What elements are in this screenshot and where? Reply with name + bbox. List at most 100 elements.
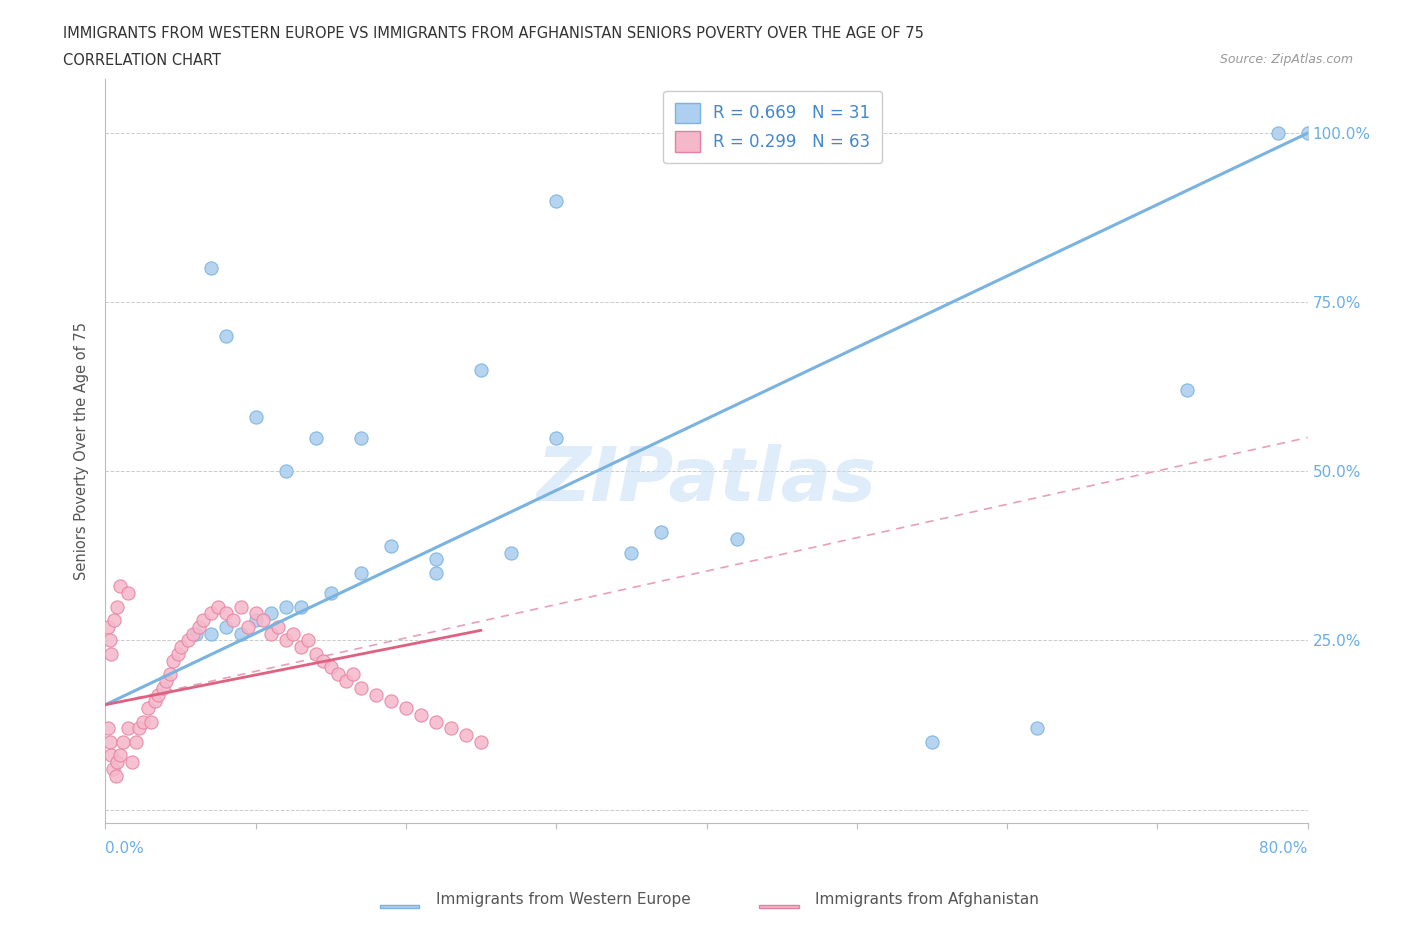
Point bbox=[274, 464, 297, 479]
Point bbox=[267, 619, 290, 634]
Point bbox=[187, 619, 209, 634]
Point bbox=[222, 613, 245, 628]
Point bbox=[238, 619, 260, 634]
Point bbox=[260, 606, 283, 621]
Text: 80.0%: 80.0% bbox=[1260, 841, 1308, 856]
Point bbox=[312, 653, 335, 668]
Point bbox=[181, 626, 204, 641]
Point bbox=[159, 667, 181, 682]
Point bbox=[117, 721, 139, 736]
Text: CORRELATION CHART: CORRELATION CHART bbox=[63, 53, 221, 68]
Point bbox=[97, 619, 120, 634]
Point bbox=[107, 599, 129, 614]
Point bbox=[117, 586, 139, 601]
Point bbox=[501, 545, 523, 560]
Point bbox=[1267, 126, 1289, 140]
Point bbox=[132, 714, 155, 729]
Point bbox=[725, 532, 748, 547]
Point bbox=[100, 748, 122, 763]
Point bbox=[155, 673, 177, 688]
Point bbox=[546, 430, 568, 445]
Point bbox=[350, 681, 373, 696]
Point bbox=[146, 687, 169, 702]
Point bbox=[319, 660, 342, 675]
Point bbox=[425, 565, 447, 580]
Point bbox=[128, 721, 150, 736]
Point bbox=[104, 768, 127, 783]
Point bbox=[229, 599, 252, 614]
Point bbox=[409, 708, 432, 723]
Text: IMMIGRANTS FROM WESTERN EUROPE VS IMMIGRANTS FROM AFGHANISTAN SENIORS POVERTY OV: IMMIGRANTS FROM WESTERN EUROPE VS IMMIGR… bbox=[63, 26, 924, 41]
Point bbox=[290, 599, 312, 614]
Point bbox=[350, 430, 373, 445]
Point bbox=[166, 646, 188, 661]
Point bbox=[98, 633, 121, 648]
Point bbox=[110, 748, 132, 763]
Bar bbox=[759, 905, 799, 908]
Point bbox=[440, 721, 463, 736]
Point bbox=[380, 538, 402, 553]
Point bbox=[214, 619, 236, 634]
Point bbox=[177, 633, 200, 648]
Point bbox=[290, 640, 312, 655]
Point bbox=[470, 735, 492, 750]
Point bbox=[1296, 126, 1319, 140]
Point bbox=[214, 328, 236, 343]
Point bbox=[395, 700, 418, 715]
Point bbox=[1175, 383, 1198, 398]
Point bbox=[260, 626, 283, 641]
Point bbox=[342, 667, 364, 682]
Point bbox=[139, 714, 162, 729]
Point bbox=[107, 755, 129, 770]
Text: ZIPatlas: ZIPatlas bbox=[537, 445, 876, 517]
Point bbox=[184, 626, 207, 641]
Point bbox=[110, 578, 132, 593]
Point bbox=[283, 626, 305, 641]
Point bbox=[425, 714, 447, 729]
Point bbox=[98, 735, 121, 750]
Legend: R = 0.669   N = 31, R = 0.299   N = 63: R = 0.669 N = 31, R = 0.299 N = 63 bbox=[664, 91, 882, 164]
Point bbox=[319, 586, 342, 601]
Point bbox=[103, 613, 125, 628]
Point bbox=[921, 735, 943, 750]
Point bbox=[191, 613, 214, 628]
Point bbox=[252, 613, 274, 628]
Point bbox=[200, 606, 222, 621]
Point bbox=[620, 545, 643, 560]
Point bbox=[245, 613, 267, 628]
Point bbox=[350, 565, 373, 580]
Point bbox=[121, 755, 143, 770]
Point bbox=[425, 551, 447, 566]
Text: Immigrants from Afghanistan: Immigrants from Afghanistan bbox=[815, 893, 1039, 908]
Point bbox=[245, 606, 267, 621]
Point bbox=[328, 667, 350, 682]
Point bbox=[200, 261, 222, 276]
Point bbox=[112, 735, 135, 750]
Point bbox=[143, 694, 166, 709]
Point bbox=[136, 700, 159, 715]
Point bbox=[274, 633, 297, 648]
Point bbox=[100, 646, 122, 661]
Point bbox=[335, 673, 357, 688]
Point bbox=[101, 762, 124, 777]
Point bbox=[364, 687, 387, 702]
Bar bbox=[380, 905, 419, 908]
Point bbox=[1026, 721, 1049, 736]
Point bbox=[274, 599, 297, 614]
Point bbox=[162, 653, 184, 668]
Point bbox=[214, 606, 236, 621]
Text: Immigrants from Western Europe: Immigrants from Western Europe bbox=[436, 893, 690, 908]
Point bbox=[245, 410, 267, 425]
Point bbox=[470, 363, 492, 378]
Point bbox=[169, 640, 191, 655]
Text: Source: ZipAtlas.com: Source: ZipAtlas.com bbox=[1219, 53, 1353, 66]
Point bbox=[454, 727, 477, 742]
Point bbox=[97, 721, 120, 736]
Point bbox=[380, 694, 402, 709]
Point bbox=[546, 193, 568, 208]
Point bbox=[297, 633, 319, 648]
Point bbox=[207, 599, 229, 614]
Point bbox=[305, 646, 328, 661]
Y-axis label: Seniors Poverty Over the Age of 75: Seniors Poverty Over the Age of 75 bbox=[75, 322, 90, 580]
Point bbox=[124, 735, 146, 750]
